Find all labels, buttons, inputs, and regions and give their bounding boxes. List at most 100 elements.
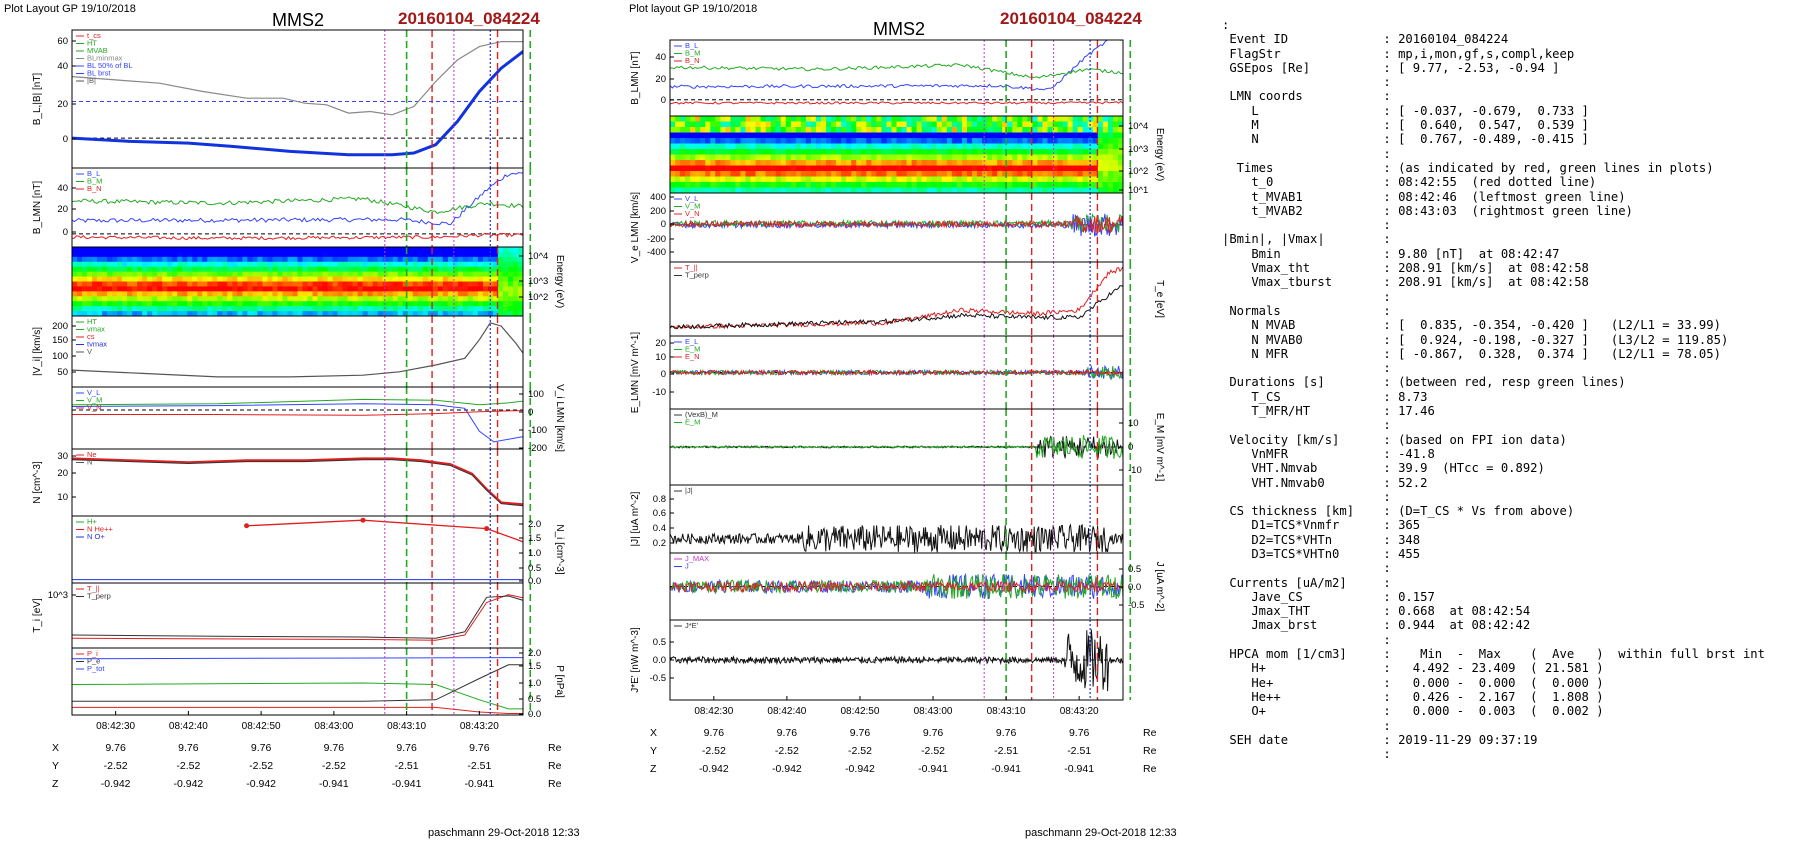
- spectrogram-cell: [836, 176, 842, 183]
- spectrogram-cell: [252, 251, 259, 258]
- spectrogram-cell: [352, 276, 359, 283]
- y-tick-label: 10^4: [528, 251, 548, 262]
- spectrogram-cell: [357, 261, 364, 268]
- spectrogram-cell: [242, 251, 248, 258]
- spectrogram-cell: [167, 306, 173, 312]
- info-line: Jmax_THT : 0.668 at 08:42:54: [1222, 604, 1531, 619]
- spectrogram-cell: [177, 286, 183, 292]
- spectrogram-cell: [760, 121, 767, 128]
- spectrogram-cell: [177, 301, 183, 307]
- spectrogram-cell: [720, 132, 726, 139]
- spectrogram-cell: [700, 154, 706, 161]
- spectrogram-cell: [916, 138, 923, 145]
- spectrogram-cell: [407, 306, 414, 312]
- spectrogram-cell: [670, 138, 676, 145]
- spectrogram-cell: [1092, 143, 1099, 150]
- series-line: [72, 40, 523, 116]
- spectrogram-cell: [1052, 187, 1059, 193]
- spectrogram-cell: [760, 116, 767, 123]
- spectrogram-cell: [267, 266, 274, 273]
- spectrogram-cell: [891, 154, 898, 161]
- spectrogram-cell: [1032, 127, 1039, 134]
- spectrogram-cell: [247, 256, 253, 263]
- spectrogram-cell: [377, 261, 384, 268]
- spectrogram-cell: [92, 311, 98, 316]
- spectrogram-cell: [77, 266, 83, 273]
- spectrogram-cell: [977, 143, 983, 150]
- spectrogram-cell: [282, 281, 289, 288]
- spectrogram-cell: [982, 176, 988, 183]
- spectrogram-cell: [247, 296, 253, 302]
- spectrogram-cell: [397, 276, 404, 283]
- legend-entry: V_N: [87, 403, 102, 412]
- spectrogram-cell: [977, 149, 983, 156]
- spectrogram-cell: [1022, 132, 1028, 139]
- spectrogram-cell: [821, 160, 827, 167]
- spectrogram-cell: [831, 121, 837, 128]
- spectrogram-cell: [851, 154, 857, 161]
- spectrogram-cell: [836, 138, 842, 145]
- left-header: Plot Layout GP 19/10/2018: [4, 3, 136, 15]
- y-tick-label: 1.0: [528, 678, 541, 689]
- spectrogram-cell: [956, 187, 963, 193]
- spectrogram-cell: [987, 149, 993, 156]
- spectrogram-cell: [730, 182, 737, 189]
- spectrogram-cell: [815, 176, 822, 183]
- spectrogram-cell: [1017, 176, 1023, 183]
- spectrogram-cell: [462, 286, 469, 292]
- spectrogram-cell: [1047, 182, 1054, 189]
- spectrogram-cell: [790, 143, 797, 150]
- spectrogram-cell: [891, 127, 898, 134]
- spectrogram-cell: [192, 251, 198, 258]
- spectrogram-cell: [1092, 116, 1099, 123]
- y-tick-label: 1.0: [528, 548, 541, 559]
- spectrogram-cell: [982, 160, 988, 167]
- position-unit: Re: [1143, 727, 1157, 739]
- spectrogram-cell: [911, 154, 918, 161]
- spectrogram-cell: [670, 187, 676, 193]
- spectrogram-cell: [172, 306, 178, 312]
- spectrogram-cell: [312, 271, 319, 278]
- spectrogram-cell: [422, 251, 429, 258]
- spectrogram-cell: [97, 301, 103, 307]
- spectrogram-cell: [477, 271, 484, 278]
- spectrogram-cell: [112, 261, 118, 268]
- spectrogram-cell: [502, 281, 509, 288]
- spectrogram-cell: [931, 138, 938, 145]
- info-line: Vmax_tht : 208.91 [km/s] at 08:42:58: [1222, 261, 1589, 276]
- spectrogram-cell: [1097, 149, 1104, 156]
- spectrogram-cell: [337, 251, 344, 258]
- spectrogram-cell: [725, 127, 731, 134]
- spectrogram-cell: [1017, 116, 1023, 123]
- spectrogram-cell: [512, 306, 519, 312]
- spectrogram-cell: [810, 127, 817, 134]
- legend-entry: T_perp: [87, 592, 111, 601]
- spectrogram-cell: [941, 116, 948, 123]
- y-tick-label: 0: [661, 219, 666, 230]
- spectrogram-cell: [765, 182, 772, 189]
- spectrogram-cell: [1007, 182, 1013, 189]
- spectrogram-cell: [966, 165, 973, 172]
- spectrogram-cell: [1012, 171, 1018, 178]
- spectrogram-cell: [152, 286, 158, 292]
- spectrogram-cell: [417, 276, 424, 283]
- spectrogram-cell: [97, 271, 103, 278]
- spectrogram-cell: [402, 251, 409, 258]
- spectrogram-cell: [675, 165, 681, 172]
- y-axis-label: T_e [eV]: [1154, 280, 1165, 318]
- spectrogram-cell: [886, 165, 893, 172]
- spectrogram-cell: [352, 306, 359, 312]
- spectrogram-cell: [332, 276, 339, 283]
- spectrogram-cell: [1032, 143, 1039, 150]
- spectrogram-cell: [1067, 132, 1074, 139]
- spectrogram-cell: [322, 281, 329, 288]
- spectrogram-cell: [202, 251, 208, 258]
- spectrogram-cell: [377, 311, 384, 316]
- spectrogram-cell: [377, 296, 384, 302]
- spectrogram-cell: [172, 276, 178, 283]
- spectrogram-cell: [1092, 132, 1099, 139]
- spectrogram-cell: [735, 171, 742, 178]
- spectrogram-cell: [477, 276, 484, 283]
- spectrogram-cell: [162, 251, 168, 258]
- spectrogram-cell: [675, 182, 681, 189]
